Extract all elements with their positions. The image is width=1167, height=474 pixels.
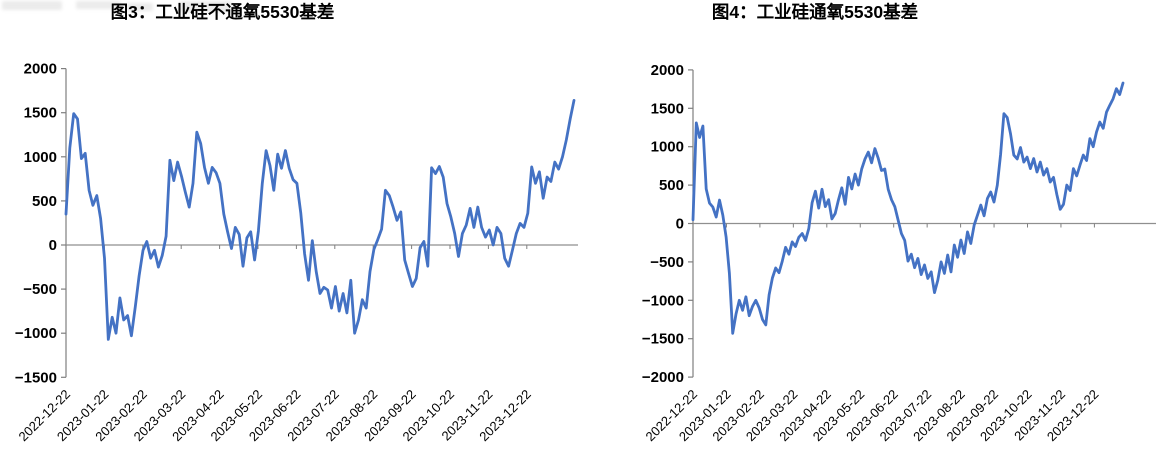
y-tick-label: 1000 [24,149,57,166]
chart-title-left: 图3：工业硅不通氧5530基差 [110,2,335,22]
series-line [64,99,576,341]
y-tick-label: −1000 [15,325,57,342]
line-chart-left: 2000150010005000−500−1000−15002022-12-22… [15,61,578,444]
y-tick-label: 2000 [651,62,684,79]
y-tick-label: 500 [32,193,57,210]
y-tick-label: 0 [676,216,684,233]
faded-watermark-fragment [180,1,232,12]
y-tick-label: −2000 [642,369,684,386]
y-tick-label: 0 [49,237,57,254]
chart-title-right: 图4：工业硅通氧5530基差 [711,2,919,22]
y-tick-label: −500 [650,254,684,271]
line-chart-right: 2000150010005000−500−1000−1500−20002022-… [642,62,1156,444]
y-tick-label: 1500 [24,105,57,122]
y-tick-label: −1500 [15,369,57,386]
y-tick-label: −1500 [642,331,684,348]
y-tick-label: 1500 [651,100,684,117]
y-tick-label: −1000 [642,292,684,309]
faded-watermark-fragment [127,3,153,11]
y-tick-label: 500 [659,177,684,194]
y-tick-label: 1000 [651,139,684,156]
y-tick-label: −500 [23,281,57,298]
faded-watermark-fragment [76,1,120,9]
series-line [691,81,1125,335]
faded-watermark-fragment [2,1,62,10]
y-tick-label: 2000 [24,61,57,78]
